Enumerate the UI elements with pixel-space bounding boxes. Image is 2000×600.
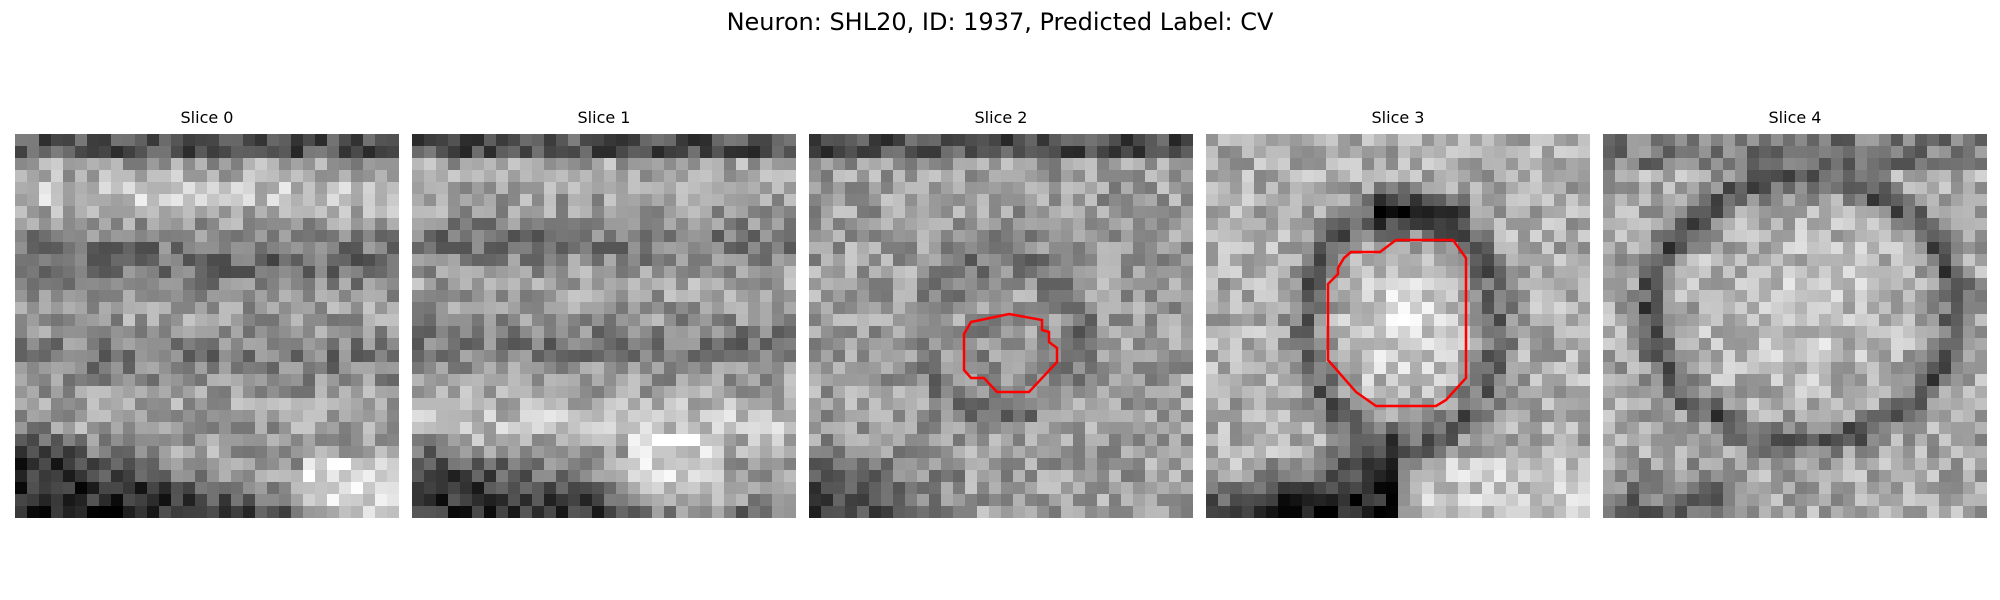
- pixel-grid: [1603, 134, 1987, 518]
- slice-image: [412, 134, 796, 518]
- pixel-grid: [412, 134, 796, 518]
- slice-image: [15, 134, 399, 518]
- slice-title: Slice 2: [974, 108, 1028, 127]
- slice-title: Slice 3: [1371, 108, 1425, 127]
- figure-title: Neuron: SHL20, ID: 1937, Predicted Label…: [726, 8, 1274, 36]
- slice-title: Slice 1: [577, 108, 631, 127]
- pixel-grid: [1206, 134, 1590, 518]
- slice-image: [1603, 134, 1987, 518]
- slice-image: [809, 134, 1193, 518]
- pixel-grid: [809, 134, 1193, 518]
- slice-title: Slice 0: [180, 108, 234, 127]
- slice-image: [1206, 134, 1590, 518]
- segmentation-outline: [962, 312, 1059, 394]
- pixel-grid: [15, 134, 399, 518]
- segmentation-outline: [1326, 238, 1468, 408]
- slice-title: Slice 4: [1768, 108, 1822, 127]
